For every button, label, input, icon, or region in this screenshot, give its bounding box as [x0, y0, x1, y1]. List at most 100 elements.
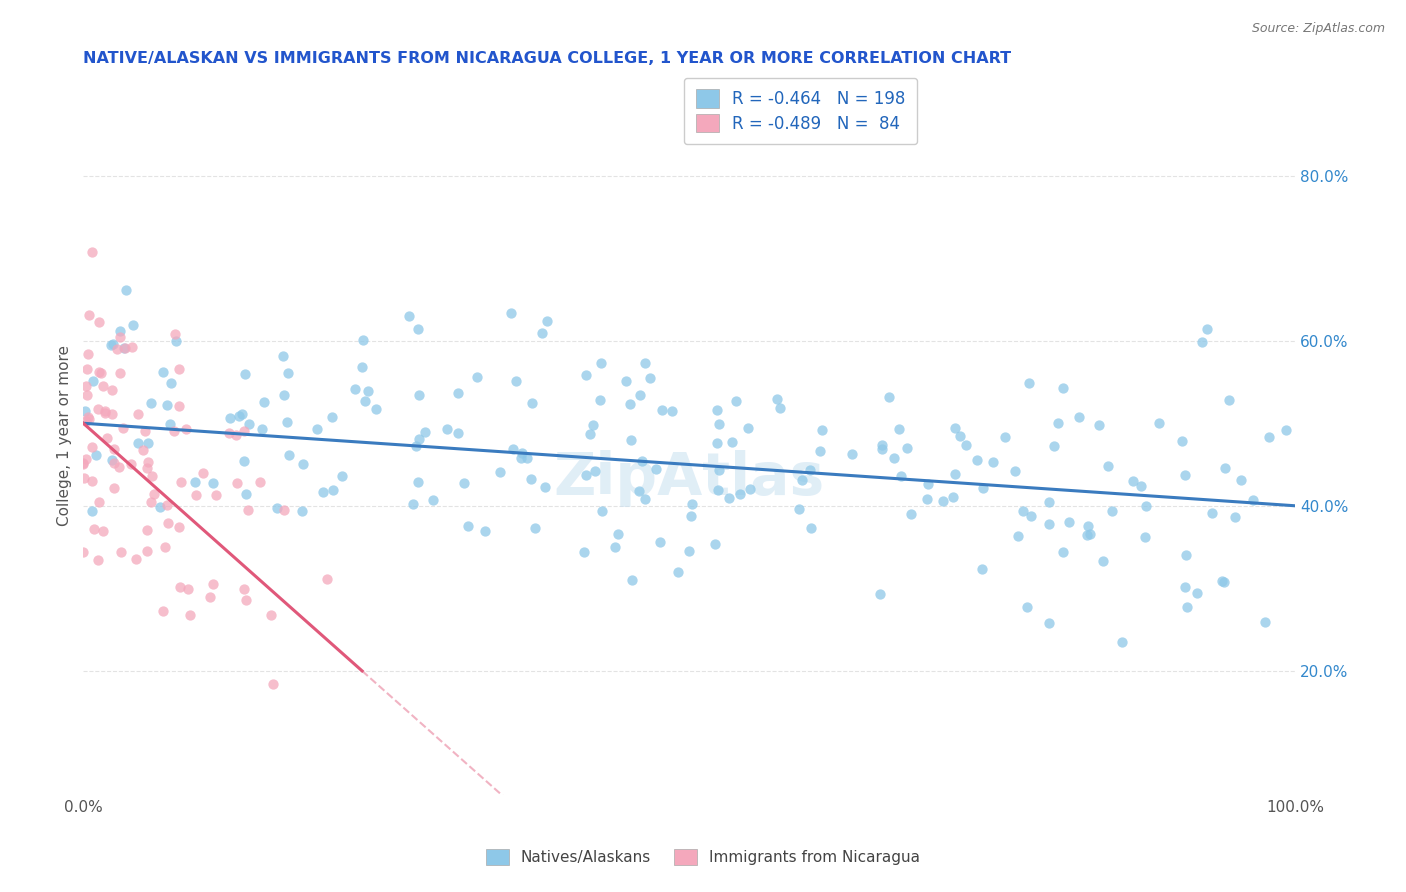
Point	[292, 457, 315, 471]
Point	[917, 477, 939, 491]
Point	[72, 456, 94, 470]
Point	[790, 473, 813, 487]
Point	[575, 468, 598, 483]
Point	[706, 483, 728, 497]
Point	[488, 465, 510, 479]
Point	[1254, 615, 1277, 629]
Point	[72, 544, 94, 558]
Point	[509, 450, 531, 465]
Point	[80, 440, 103, 454]
Point	[82, 474, 104, 488]
Point	[152, 365, 174, 379]
Point	[707, 417, 730, 431]
Point	[136, 455, 159, 469]
Point	[406, 475, 429, 490]
Point	[76, 409, 98, 424]
Point	[465, 370, 488, 384]
Point	[1111, 634, 1133, 648]
Point	[108, 366, 131, 380]
Point	[648, 535, 671, 549]
Point	[312, 484, 335, 499]
Point	[179, 608, 201, 623]
Point	[879, 390, 901, 404]
Point	[232, 453, 254, 467]
Point	[1133, 530, 1156, 544]
Point	[510, 445, 533, 459]
Text: ZipAtlas: ZipAtlas	[554, 450, 825, 508]
Point	[205, 487, 228, 501]
Point	[260, 607, 283, 622]
Point	[966, 453, 988, 467]
Point	[1092, 554, 1115, 568]
Point	[1038, 517, 1060, 532]
Point	[112, 421, 135, 435]
Point	[1015, 600, 1038, 615]
Point	[530, 326, 553, 340]
Point	[1174, 548, 1197, 562]
Point	[883, 451, 905, 466]
Point	[970, 562, 993, 576]
Point	[103, 456, 125, 470]
Point	[121, 318, 143, 332]
Point	[184, 475, 207, 489]
Point	[167, 520, 190, 534]
Point	[630, 454, 652, 468]
Point	[800, 520, 823, 534]
Point	[943, 467, 966, 481]
Point	[841, 447, 863, 461]
Point	[127, 407, 149, 421]
Point	[156, 516, 179, 530]
Point	[357, 384, 380, 398]
Point	[250, 422, 273, 436]
Point	[408, 388, 430, 402]
Point	[972, 481, 994, 495]
Point	[706, 435, 728, 450]
Point	[607, 527, 630, 541]
Point	[728, 487, 751, 501]
Point	[232, 424, 254, 438]
Point	[589, 393, 612, 408]
Point	[75, 452, 97, 467]
Point	[249, 475, 271, 490]
Point	[1088, 418, 1111, 433]
Point	[1004, 464, 1026, 478]
Point	[413, 425, 436, 439]
Point	[1046, 416, 1069, 430]
Point	[1042, 439, 1064, 453]
Point	[628, 483, 651, 498]
Point	[436, 422, 458, 436]
Point	[91, 379, 114, 393]
Point	[766, 392, 789, 406]
Point	[167, 400, 190, 414]
Point	[120, 457, 142, 471]
Point	[72, 457, 94, 471]
Point	[579, 426, 602, 441]
Point	[457, 519, 479, 533]
Point	[266, 501, 288, 516]
Legend: Natives/Alaskans, Immigrants from Nicaragua: Natives/Alaskans, Immigrants from Nicara…	[479, 843, 927, 871]
Point	[474, 524, 496, 539]
Point	[1185, 586, 1208, 600]
Point	[330, 468, 353, 483]
Point	[1130, 479, 1153, 493]
Point	[198, 590, 221, 604]
Point	[681, 497, 703, 511]
Point	[1021, 509, 1043, 524]
Point	[141, 469, 163, 483]
Point	[149, 500, 172, 514]
Point	[136, 544, 159, 558]
Point	[134, 424, 156, 438]
Point	[1147, 416, 1170, 430]
Point	[1241, 492, 1264, 507]
Point	[915, 491, 938, 506]
Point	[125, 552, 148, 566]
Point	[516, 451, 538, 466]
Point	[1097, 459, 1119, 474]
Point	[520, 472, 543, 486]
Point	[103, 481, 125, 495]
Point	[276, 415, 298, 429]
Point	[890, 469, 912, 483]
Text: Source: ZipAtlas.com: Source: ZipAtlas.com	[1251, 22, 1385, 36]
Point	[1257, 430, 1279, 444]
Point	[96, 431, 118, 445]
